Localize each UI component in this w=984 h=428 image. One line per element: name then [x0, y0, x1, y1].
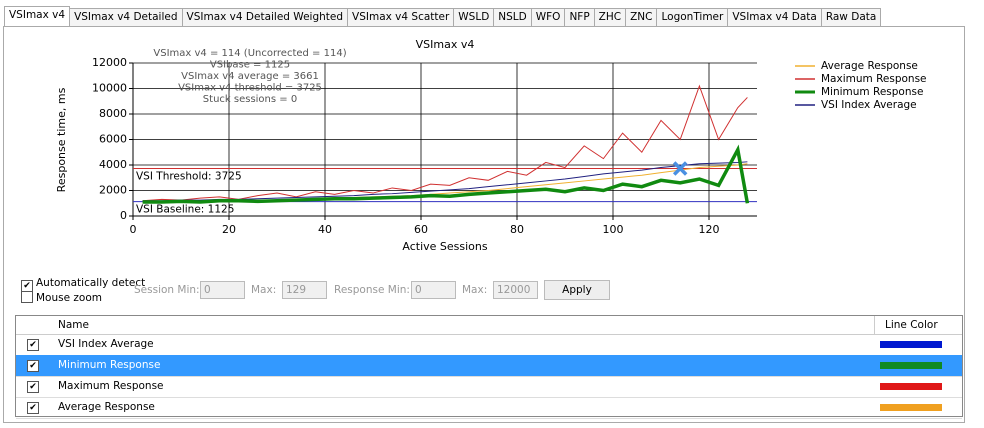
table-row[interactable]: ✔ Maximum Response [16, 376, 962, 398]
row-checkbox[interactable]: ✔ [27, 339, 39, 351]
table-header: Name Line Color [16, 316, 962, 335]
tab[interactable]: WSLD [453, 8, 495, 26]
legend-label: VSI Index Average [821, 99, 917, 111]
threshold-label: VSI Baseline: 1125 [136, 204, 234, 216]
y-tick-label: 6000 [99, 133, 127, 146]
row-checkbox[interactable]: ✔ [27, 360, 39, 372]
apply-button[interactable]: Apply [544, 280, 610, 300]
x-tick-label: 60 [414, 223, 428, 236]
input-field[interactable]: 129 [282, 281, 327, 299]
series-line [142, 84, 748, 202]
row-color-swatch [880, 383, 942, 390]
tab[interactable]: VSImax v4 Data [727, 8, 822, 26]
x-tick-label: 100 [603, 223, 624, 236]
y-tick-label: 10000 [92, 82, 127, 95]
vsimax-marker [672, 161, 688, 176]
tab[interactable]: Raw Data [820, 8, 882, 26]
threshold-label: VSI Threshold: 3725 [136, 171, 242, 183]
tab[interactable]: ZHC [593, 8, 627, 26]
annotation: VSIbase = 1125 [210, 60, 290, 71]
input-field[interactable]: 0 [200, 281, 245, 299]
legend-label: Maximum Response [821, 73, 927, 85]
chart: VSImax v4 Active Sessions Response time,… [55, 38, 927, 253]
input-field[interactable]: 12000 [493, 281, 538, 299]
row-color-swatch [880, 341, 942, 348]
tab[interactable]: VSImax v4 Detailed [69, 8, 183, 26]
row-name: VSI Index Average [58, 338, 154, 350]
annotation: VSImax v4 threshold = 3725 [178, 83, 322, 94]
tab[interactable]: NSLD [493, 8, 532, 26]
field-label: Max: [462, 284, 488, 296]
annotation: VSImax v4 average = 3661 [181, 71, 319, 82]
checkbox[interactable] [21, 291, 33, 303]
row-checkbox[interactable]: ✔ [27, 381, 39, 393]
table-row[interactable]: ✔ Minimum Response [16, 355, 962, 377]
table-row[interactable]: ✔ Average Response [16, 397, 962, 419]
series-table: Name Line Color ✔ VSI Index Average ✔ Minimum… [15, 315, 963, 419]
row-name: Minimum Response [58, 359, 161, 371]
field-label: Max: [251, 284, 277, 296]
legend-label: Minimum Response [821, 86, 923, 98]
y-tick-label: 12000 [92, 56, 127, 69]
row-name: Maximum Response [58, 380, 164, 392]
y-tick-label: 4000 [99, 158, 127, 171]
x-tick-label: 80 [510, 223, 524, 236]
header-color: Line Color [874, 316, 938, 334]
checkbox-label: Mouse zoom [36, 292, 102, 304]
tab[interactable]: LogonTimer [656, 8, 729, 26]
annotation: Stuck sessions = 0 [203, 94, 297, 105]
y-axis-label: Response time, ms [55, 87, 68, 192]
tab[interactable]: VSImax v4 Detailed Weighted [181, 8, 349, 26]
y-tick-label: 8000 [99, 107, 127, 120]
row-color-swatch [880, 362, 942, 369]
legend-label: Average Response [821, 60, 918, 72]
y-tick-label: 2000 [99, 184, 127, 197]
tab-strip: VSImax v4 VSImax v4 Detailed VSImax v4 Det… [4, 6, 882, 26]
annotation: VSImax v4 = 114 (Uncorrected = 114) [153, 48, 346, 59]
tab[interactable]: VSImax v4 [4, 6, 71, 26]
x-axis-label: Active Sessions [402, 240, 487, 253]
x-tick-label: 40 [318, 223, 332, 236]
chart-title: VSImax v4 [416, 38, 475, 51]
checkbox-label: Automatically detect [36, 277, 146, 289]
row-name: Average Response [58, 401, 155, 413]
tab[interactable]: WFO [530, 8, 566, 26]
input-field[interactable]: 0 [411, 281, 456, 299]
panel [3, 26, 965, 423]
header-name: Name [58, 319, 89, 331]
x-tick-label: 0 [130, 223, 137, 236]
x-tick-label: 120 [699, 223, 720, 236]
tab[interactable]: VSImax v4 Scatter [347, 8, 455, 26]
x-tick-label: 20 [222, 223, 236, 236]
row-color-swatch [880, 404, 942, 411]
field-label: Session Min: [134, 284, 200, 296]
checkbox-row[interactable]: ✔ Automatically detect [21, 277, 145, 292]
series-line [142, 144, 750, 204]
checkbox-row[interactable]: Mouse zoom [21, 291, 102, 304]
row-checkbox[interactable]: ✔ [27, 402, 39, 414]
field-label: Response Min: [334, 284, 410, 296]
table-row[interactable]: ✔ VSI Index Average [16, 334, 962, 356]
y-tick-label: 0 [120, 209, 127, 222]
